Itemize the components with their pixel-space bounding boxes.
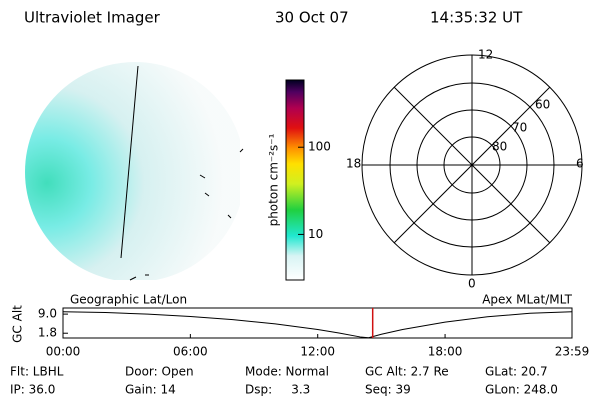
uv-image (25, 62, 244, 281)
x-tick-label: 23:59 (555, 345, 590, 359)
lat-label: 80 (492, 140, 507, 154)
hour-label: 6 (576, 157, 584, 171)
x-tick-label: 12:00 (300, 345, 335, 359)
polar-grid (361, 54, 583, 276)
status-field: Door: Open (125, 365, 194, 379)
status-field: Flt: LBHL (10, 365, 64, 379)
status-field: Mode: Normal (245, 365, 329, 379)
colorbar-tick-label: 100 (308, 140, 331, 154)
hour-label: 18 (346, 157, 361, 171)
hour-label: 0 (468, 277, 476, 291)
colorbar-label: photon cm⁻²s⁻¹ (267, 133, 281, 226)
x-tick-label: 00:00 (46, 345, 81, 359)
lat-label: 70 (512, 121, 527, 135)
status-field: Seq: 39 (365, 383, 411, 397)
title: Ultraviolet Imager (24, 9, 161, 27)
left-title: Geographic Lat/Lon (70, 293, 187, 307)
status-field: IP: 36.0 (10, 383, 55, 397)
altitude-line (62, 311, 573, 339)
y-label: GC Alt (11, 305, 25, 343)
lat-label: 60 (535, 98, 550, 112)
right-title: Apex MLat/MLT (482, 293, 572, 307)
status-field: GLon: 248.0 (485, 383, 558, 397)
time: 14:35:32 UT (430, 9, 523, 27)
status-field: GLat: 20.7 (485, 365, 548, 379)
y-tick-label: 1.8 (38, 326, 57, 340)
status-field: Dsp: 3.3 (245, 383, 310, 397)
date: 30 Oct 07 (275, 9, 349, 27)
plot-frame (62, 307, 573, 339)
hour-label: 12 (478, 48, 493, 62)
colorbar (285, 79, 305, 281)
y-tick-label: 9.0 (38, 307, 57, 321)
status-field: Gain: 14 (125, 383, 176, 397)
x-tick-label: 18:00 (428, 345, 463, 359)
colorbar-tick-label: 10 (308, 227, 323, 241)
status-field: GC Alt: 2.7 Re (365, 365, 449, 379)
x-tick-label: 06:00 (173, 345, 208, 359)
